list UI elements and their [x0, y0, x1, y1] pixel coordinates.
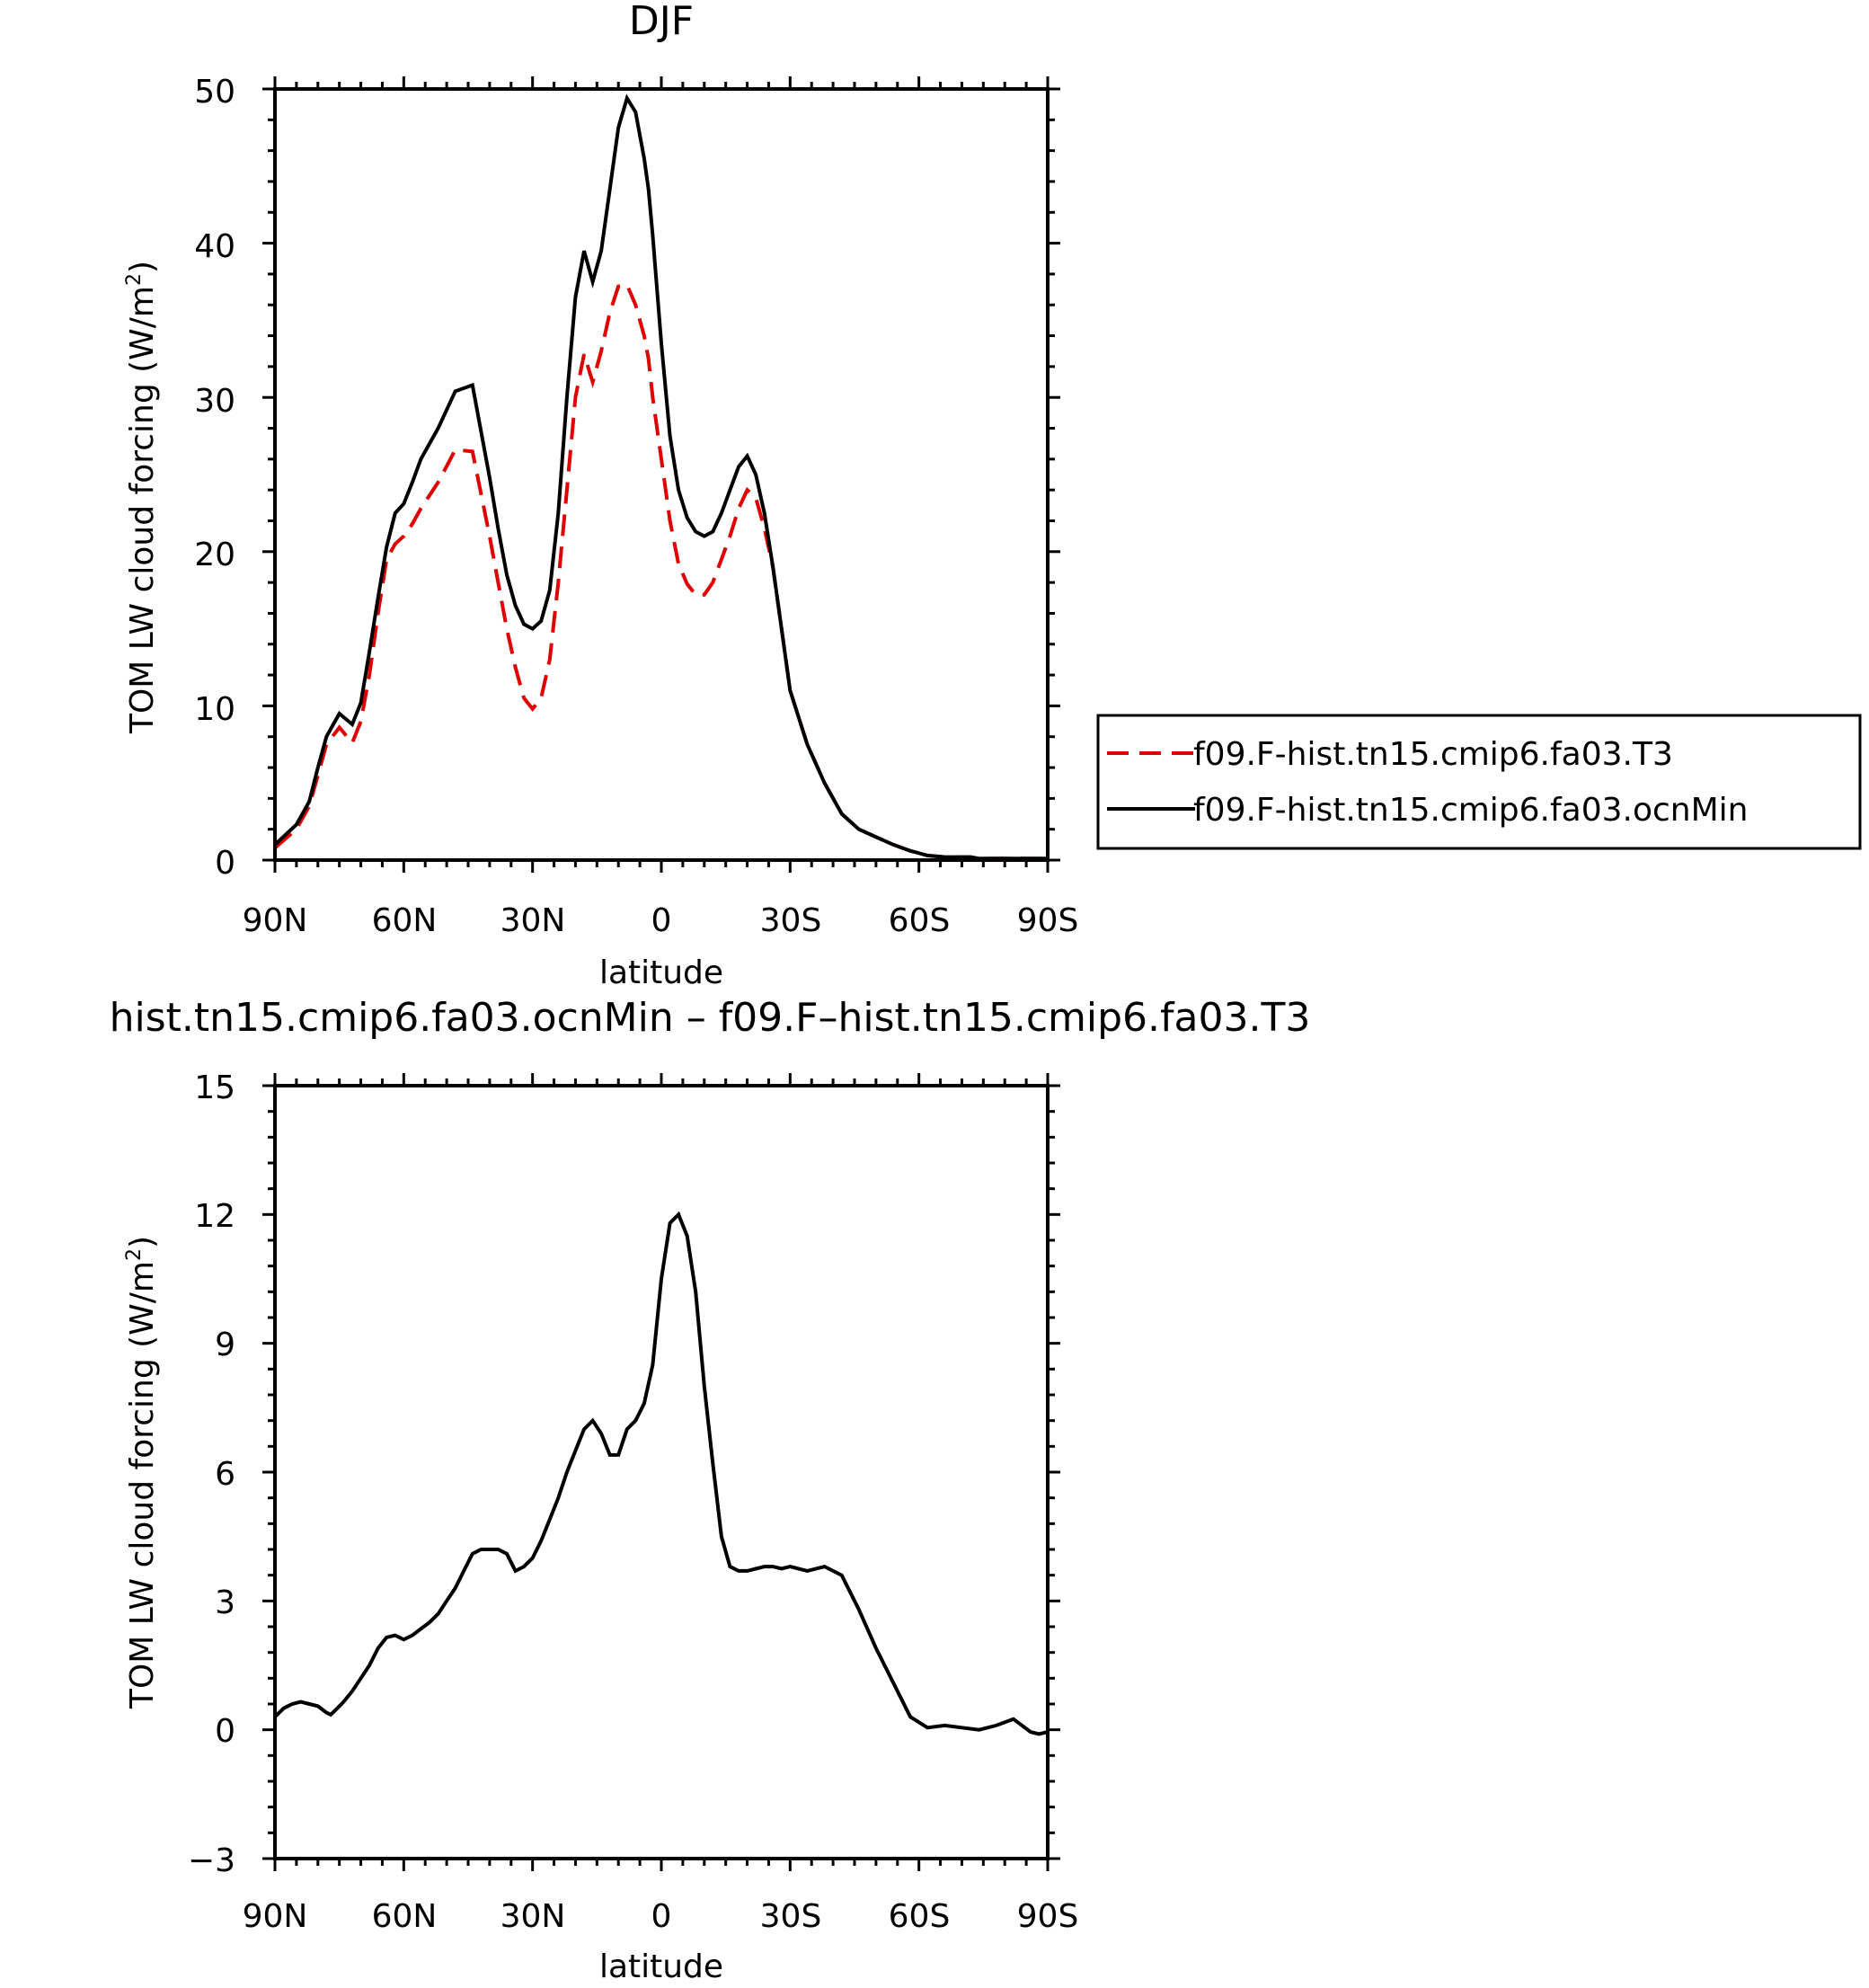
top-chart: DJF 0 10 20 30 40 50 90N 60N 30N 0 30S 6… [123, 0, 1862, 991]
top-y-tick-labels: 0 10 20 30 40 50 [194, 74, 235, 882]
top-y-axis-label: TOM LW cloud forcing (W/m2) [123, 261, 161, 734]
x-tick-label: 30N [500, 1898, 566, 1935]
top-plot-frame [273, 87, 1050, 862]
top-x-axis-label: latitude [599, 954, 723, 991]
x-tick-label: 60S [889, 902, 951, 939]
legend-box [1096, 714, 1862, 850]
y-tick-label: 15 [194, 1069, 235, 1106]
bottom-chart: hist.tn15.cmip6.fa03.ocnMin – f09.F–hist… [110, 995, 1311, 1985]
x-tick-label: 90S [1017, 1898, 1079, 1935]
bottom-x-tick-labels: 90N 60N 30N 0 30S 60S 90S [243, 1898, 1079, 1935]
x-tick-label: 0 [651, 902, 672, 939]
x-tick-label: 90S [1017, 902, 1079, 939]
x-tick-label: 60N [372, 902, 438, 939]
y-tick-label: −3 [188, 1842, 235, 1879]
y-tick-label: 10 [194, 691, 235, 728]
x-tick-label: 30N [500, 902, 566, 939]
series-line-difference [273, 1211, 1049, 1736]
bottom-chart-title: hist.tn15.cmip6.fa03.ocnMin – f09.F–hist… [110, 995, 1311, 1041]
y-tick-label: 9 [215, 1327, 235, 1363]
bottom-y-tick-labels: −3 0 3 6 9 12 15 [188, 1069, 235, 1879]
y-tick-label: 0 [215, 1713, 235, 1750]
x-tick-label: 30S [760, 1898, 822, 1935]
bottom-x-axis-label: latitude [599, 1948, 723, 1985]
y-tick-label: 40 [194, 228, 235, 265]
legend-label-t3: f09.F-hist.tn15.cmip6.fa03.T3 [1193, 736, 1673, 773]
y-tick-label: 3 [215, 1584, 235, 1621]
y-tick-label: 0 [215, 845, 235, 882]
top-series-group [273, 93, 1048, 861]
top-chart-title: DJF [629, 0, 694, 44]
y-tick-label: 20 [194, 537, 235, 573]
y-tick-label: 6 [215, 1456, 235, 1493]
bottom-plot-frame [273, 1084, 1050, 1860]
legend-label-ocnmin: f09.F-hist.tn15.cmip6.fa03.ocnMin [1193, 792, 1749, 829]
x-tick-label: 60S [889, 1898, 951, 1935]
y-tick-label: 30 [194, 383, 235, 420]
bottom-series-group [273, 1211, 1049, 1736]
legend: f09.F-hist.tn15.cmip6.fa03.T3 f09.F-hist… [1096, 714, 1862, 850]
x-tick-label: 90N [243, 1898, 308, 1935]
y-tick-label: 50 [194, 74, 235, 111]
bottom-y-axis-label: TOM LW cloud forcing (W/m2) [123, 1236, 161, 1709]
y-tick-label: 12 [194, 1198, 235, 1235]
series-line-ocnmin [273, 93, 1048, 861]
x-tick-label: 30S [760, 902, 822, 939]
top-x-tick-labels: 90N 60N 30N 0 30S 60S 90S [243, 902, 1079, 939]
x-tick-label: 60N [372, 1898, 438, 1935]
x-tick-label: 0 [651, 1898, 672, 1935]
x-tick-label: 90N [243, 902, 308, 939]
